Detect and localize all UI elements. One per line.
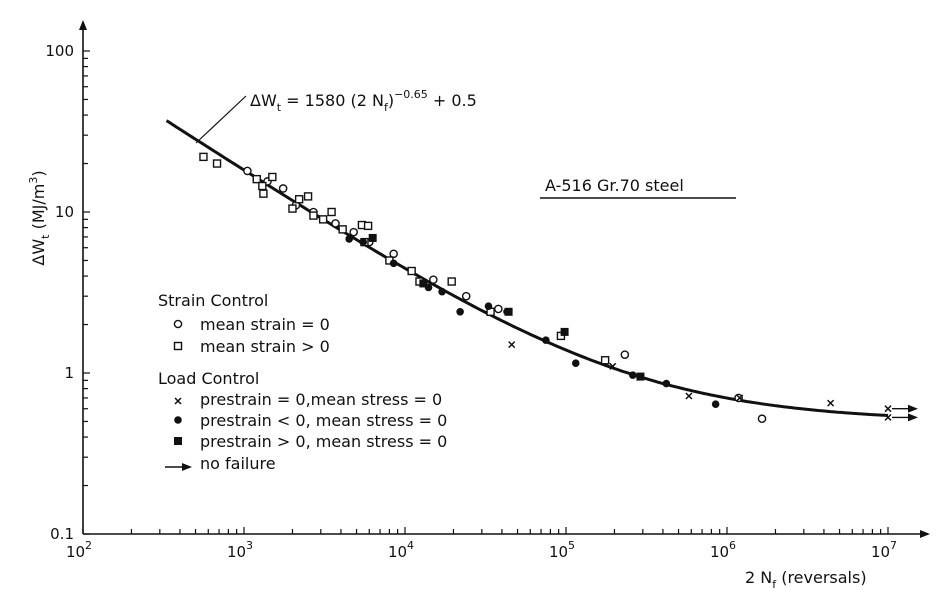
point-open-square	[252, 174, 261, 184]
legend-pre-neg: prestrain < 0, mean stress = 0	[200, 411, 447, 430]
point-cross	[685, 392, 693, 400]
point-open-circle	[349, 227, 358, 237]
point-filled-square	[636, 372, 645, 381]
y-axis-label: ΔWt (MJ/m3)	[27, 170, 52, 265]
legend-strain-title: Strain Control	[158, 291, 268, 310]
x-tick-label: 105	[549, 539, 575, 561]
legend-marker-filled-square	[174, 437, 182, 445]
point-filled-circle	[662, 379, 671, 388]
point-filled-circle	[438, 287, 446, 296]
point-open-square	[309, 211, 318, 220]
point-open-circle	[494, 304, 503, 314]
legend-no-failure: no failure	[200, 454, 276, 473]
point-open-square	[258, 181, 267, 191]
axes	[79, 20, 930, 538]
point-open-square	[363, 221, 373, 231]
point-filled-square	[419, 279, 428, 288]
legend-pre-zero: prestrain = 0,mean stress = 0	[200, 390, 442, 409]
y-tick-labels: 0.1 1 10 100	[45, 42, 74, 543]
y-tick-label: 1	[64, 364, 74, 382]
point-open-square	[338, 225, 347, 234]
legend-strain-pos: mean strain > 0	[200, 337, 330, 356]
point-filled-square	[504, 307, 513, 316]
no-failure-arrows	[892, 404, 918, 422]
point-open-circle	[757, 414, 767, 424]
fit-equation: ΔWt = 1580 (2 Nf)−0.65 + 0.5	[250, 88, 477, 114]
point-filled-square	[368, 233, 377, 242]
legend-load-title: Load Control	[158, 369, 259, 388]
point-open-square	[212, 159, 222, 168]
point-cross	[508, 341, 516, 349]
point-open-square	[600, 356, 610, 365]
point-open-square	[199, 152, 208, 162]
point-filled-circle	[711, 400, 720, 409]
point-open-square	[288, 204, 297, 213]
point-cross	[736, 394, 744, 402]
point-open-circle	[734, 393, 743, 403]
point-filled-circle	[345, 235, 353, 243]
point-open-circle	[461, 291, 471, 301]
point-open-square	[318, 215, 328, 224]
legend: Strain Control mean strain = 0 mean stra…	[158, 291, 447, 473]
point-open-circle	[429, 275, 438, 284]
point-cross	[827, 399, 835, 407]
legend-marker-open-square	[173, 341, 183, 351]
axis-ticks	[82, 50, 889, 535]
point-open-square	[303, 192, 313, 201]
point-filled-square	[560, 327, 569, 336]
x-tick-label: 104	[388, 539, 414, 561]
y-tick-label: 0.1	[50, 525, 74, 543]
point-cross	[884, 413, 892, 421]
point-filled-circle	[389, 259, 398, 268]
x-tick-label: 106	[710, 539, 736, 561]
point-open-square	[259, 189, 268, 198]
y-tick-label: 10	[55, 203, 74, 221]
x-tick-labels: 102 103 104 105 106 107	[66, 539, 897, 561]
legend-pre-pos: prestrain > 0, mean stress = 0	[200, 432, 447, 451]
point-open-circle	[243, 166, 252, 176]
point-cross	[609, 362, 617, 370]
y-tick-label: 100	[45, 42, 74, 60]
point-filled-circle	[571, 359, 580, 368]
legend-marker-open-circle	[173, 319, 183, 329]
legend-strain-zero: mean strain = 0	[200, 315, 330, 334]
point-filled-circle	[359, 238, 367, 246]
data-points	[199, 152, 892, 424]
point-open-circle	[620, 350, 630, 359]
point-open-square	[407, 266, 416, 276]
point-open-square	[327, 207, 336, 217]
material-label: A-516 Gr.70 steel	[545, 176, 684, 195]
legend-marker-cross	[174, 397, 182, 405]
x-tick-label: 107	[871, 539, 897, 561]
point-cross	[884, 405, 892, 413]
point-filled-circle	[629, 371, 637, 379]
legend-marker-filled-circle	[174, 416, 182, 424]
equation-leader-line	[195, 95, 247, 144]
point-open-circle	[389, 249, 398, 259]
point-filled-circle	[484, 302, 493, 310]
point-open-square	[294, 195, 304, 204]
point-open-circle	[331, 219, 340, 228]
point-open-square	[268, 172, 277, 182]
point-filled-circle	[542, 336, 550, 344]
point-open-circle	[278, 184, 288, 193]
x-tick-label: 103	[227, 539, 253, 561]
fit-curve	[165, 119, 889, 417]
point-filled-circle	[456, 307, 464, 316]
x-axis-label: 2 Nf (reversals)	[745, 568, 867, 590]
x-tick-label: 102	[66, 539, 92, 561]
point-open-square	[447, 277, 456, 286]
